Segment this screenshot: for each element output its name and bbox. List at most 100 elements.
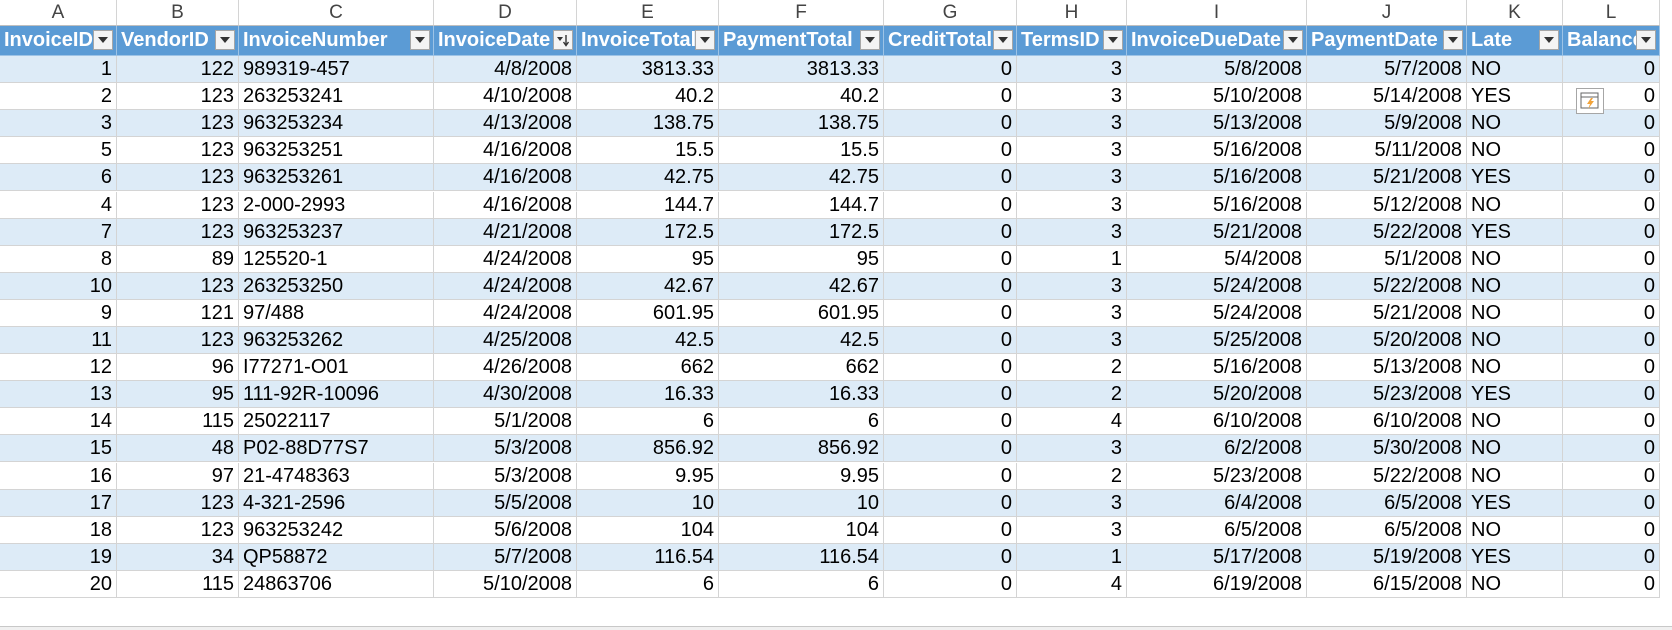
cell-late[interactable]: NO [1467, 299, 1563, 327]
cell-invoicenumber[interactable]: 125520-1 [239, 245, 434, 273]
cell-balance[interactable]: 0 [1563, 435, 1660, 463]
cell-credittotal[interactable]: 0 [884, 354, 1017, 382]
filter-dropdown-button[interactable] [553, 30, 573, 50]
cell-invoiceid[interactable]: 1 [0, 56, 117, 84]
cell-invoicenumber[interactable]: 2-000-2993 [239, 191, 434, 219]
cell-invoicedate[interactable]: 5/3/2008 [434, 462, 577, 490]
cell-credittotal[interactable]: 0 [884, 56, 1017, 84]
cell-paymenttotal[interactable]: 144.7 [719, 191, 884, 219]
cell-balance[interactable]: 0 [1563, 245, 1660, 273]
cell-invoicedate[interactable]: 4/24/2008 [434, 299, 577, 327]
cell-paymentdate[interactable]: 5/12/2008 [1307, 191, 1467, 219]
cell-invoiceid[interactable]: 4 [0, 191, 117, 219]
cell-invoicedate[interactable]: 5/3/2008 [434, 435, 577, 463]
column-header-j[interactable]: J [1307, 0, 1467, 26]
cell-termsid[interactable]: 3 [1017, 327, 1127, 355]
cell-invoiceid[interactable]: 11 [0, 327, 117, 355]
cell-paymenttotal[interactable]: 95 [719, 245, 884, 273]
cell-balance[interactable]: 0 [1563, 164, 1660, 192]
cell-credittotal[interactable]: 0 [884, 570, 1017, 598]
cell-paymentdate[interactable]: 5/21/2008 [1307, 299, 1467, 327]
cell-invoicetotal[interactable]: 172.5 [577, 218, 719, 246]
cell-late[interactable]: NO [1467, 191, 1563, 219]
cell-invoicetotal[interactable]: 138.75 [577, 110, 719, 138]
quick-analysis-button[interactable] [1576, 88, 1604, 114]
cell-invoiceduedate[interactable]: 5/24/2008 [1127, 272, 1307, 300]
cell-vendorid[interactable]: 123 [117, 137, 239, 165]
cell-balance[interactable]: 0 [1563, 516, 1660, 544]
cell-vendorid[interactable]: 97 [117, 462, 239, 490]
cell-late[interactable]: NO [1467, 272, 1563, 300]
cell-vendorid[interactable]: 123 [117, 83, 239, 111]
cell-invoicetotal[interactable]: 9.95 [577, 462, 719, 490]
cell-paymentdate[interactable]: 5/19/2008 [1307, 543, 1467, 571]
cell-termsid[interactable]: 3 [1017, 83, 1127, 111]
cell-vendorid[interactable]: 89 [117, 245, 239, 273]
table-header-cell[interactable]: CreditTotal [884, 26, 1017, 56]
cell-paymenttotal[interactable]: 6 [719, 408, 884, 436]
cell-vendorid[interactable]: 123 [117, 218, 239, 246]
cell-invoicenumber[interactable]: 963253251 [239, 137, 434, 165]
cell-invoicedate[interactable]: 4/16/2008 [434, 164, 577, 192]
filter-dropdown-button[interactable] [860, 30, 880, 50]
filter-dropdown-button[interactable] [93, 30, 113, 50]
cell-paymenttotal[interactable]: 3813.33 [719, 56, 884, 84]
cell-termsid[interactable]: 3 [1017, 435, 1127, 463]
cell-paymentdate[interactable]: 6/5/2008 [1307, 489, 1467, 517]
cell-invoicedate[interactable]: 4/24/2008 [434, 272, 577, 300]
cell-invoiceid[interactable]: 14 [0, 408, 117, 436]
cell-termsid[interactable]: 1 [1017, 245, 1127, 273]
cell-late[interactable]: YES [1467, 489, 1563, 517]
cell-vendorid[interactable]: 123 [117, 516, 239, 544]
cell-vendorid[interactable]: 95 [117, 381, 239, 409]
cell-invoiceduedate[interactable]: 6/19/2008 [1127, 570, 1307, 598]
filter-dropdown-button[interactable] [1636, 30, 1656, 50]
cell-invoicetotal[interactable]: 6 [577, 408, 719, 436]
cell-invoiceid[interactable]: 15 [0, 435, 117, 463]
cell-paymenttotal[interactable]: 6 [719, 570, 884, 598]
cell-paymenttotal[interactable]: 42.67 [719, 272, 884, 300]
cell-vendorid[interactable]: 123 [117, 191, 239, 219]
cell-invoicetotal[interactable]: 95 [577, 245, 719, 273]
cell-vendorid[interactable]: 123 [117, 489, 239, 517]
cell-late[interactable]: NO [1467, 245, 1563, 273]
cell-invoiceid[interactable]: 6 [0, 164, 117, 192]
cell-vendorid[interactable]: 96 [117, 354, 239, 382]
column-header-l[interactable]: L [1563, 0, 1660, 26]
cell-termsid[interactable]: 1 [1017, 543, 1127, 571]
cell-invoiceduedate[interactable]: 5/13/2008 [1127, 110, 1307, 138]
cell-invoicetotal[interactable]: 6 [577, 570, 719, 598]
cell-paymenttotal[interactable]: 138.75 [719, 110, 884, 138]
cell-invoiceid[interactable]: 12 [0, 354, 117, 382]
cell-credittotal[interactable]: 0 [884, 83, 1017, 111]
cell-credittotal[interactable]: 0 [884, 408, 1017, 436]
cell-invoiceduedate[interactable]: 5/8/2008 [1127, 56, 1307, 84]
cell-late[interactable]: NO [1467, 137, 1563, 165]
cell-paymenttotal[interactable]: 10 [719, 489, 884, 517]
cell-paymentdate[interactable]: 6/15/2008 [1307, 570, 1467, 598]
table-header-cell[interactable]: InvoiceNumber [239, 26, 434, 56]
cell-paymentdate[interactable]: 5/14/2008 [1307, 83, 1467, 111]
filter-dropdown-button[interactable] [1103, 30, 1123, 50]
table-header-cell[interactable]: Late [1467, 26, 1563, 56]
cell-termsid[interactable]: 2 [1017, 354, 1127, 382]
cell-late[interactable]: NO [1467, 462, 1563, 490]
table-header-cell[interactable]: InvoiceID [0, 26, 117, 56]
cell-invoiceid[interactable]: 20 [0, 570, 117, 598]
cell-termsid[interactable]: 2 [1017, 462, 1127, 490]
cell-credittotal[interactable]: 0 [884, 516, 1017, 544]
cell-invoicetotal[interactable]: 662 [577, 354, 719, 382]
cell-invoicenumber[interactable]: 963253262 [239, 327, 434, 355]
cell-vendorid[interactable]: 123 [117, 110, 239, 138]
cell-paymentdate[interactable]: 6/5/2008 [1307, 516, 1467, 544]
cell-paymenttotal[interactable]: 104 [719, 516, 884, 544]
cell-invoicedate[interactable]: 4/16/2008 [434, 191, 577, 219]
cell-invoicetotal[interactable]: 3813.33 [577, 56, 719, 84]
cell-invoicenumber[interactable]: QP58872 [239, 543, 434, 571]
cell-termsid[interactable]: 4 [1017, 408, 1127, 436]
cell-balance[interactable]: 0 [1563, 327, 1660, 355]
cell-invoicedate[interactable]: 5/1/2008 [434, 408, 577, 436]
cell-vendorid[interactable]: 48 [117, 435, 239, 463]
cell-paymenttotal[interactable]: 662 [719, 354, 884, 382]
cell-invoiceid[interactable]: 16 [0, 462, 117, 490]
